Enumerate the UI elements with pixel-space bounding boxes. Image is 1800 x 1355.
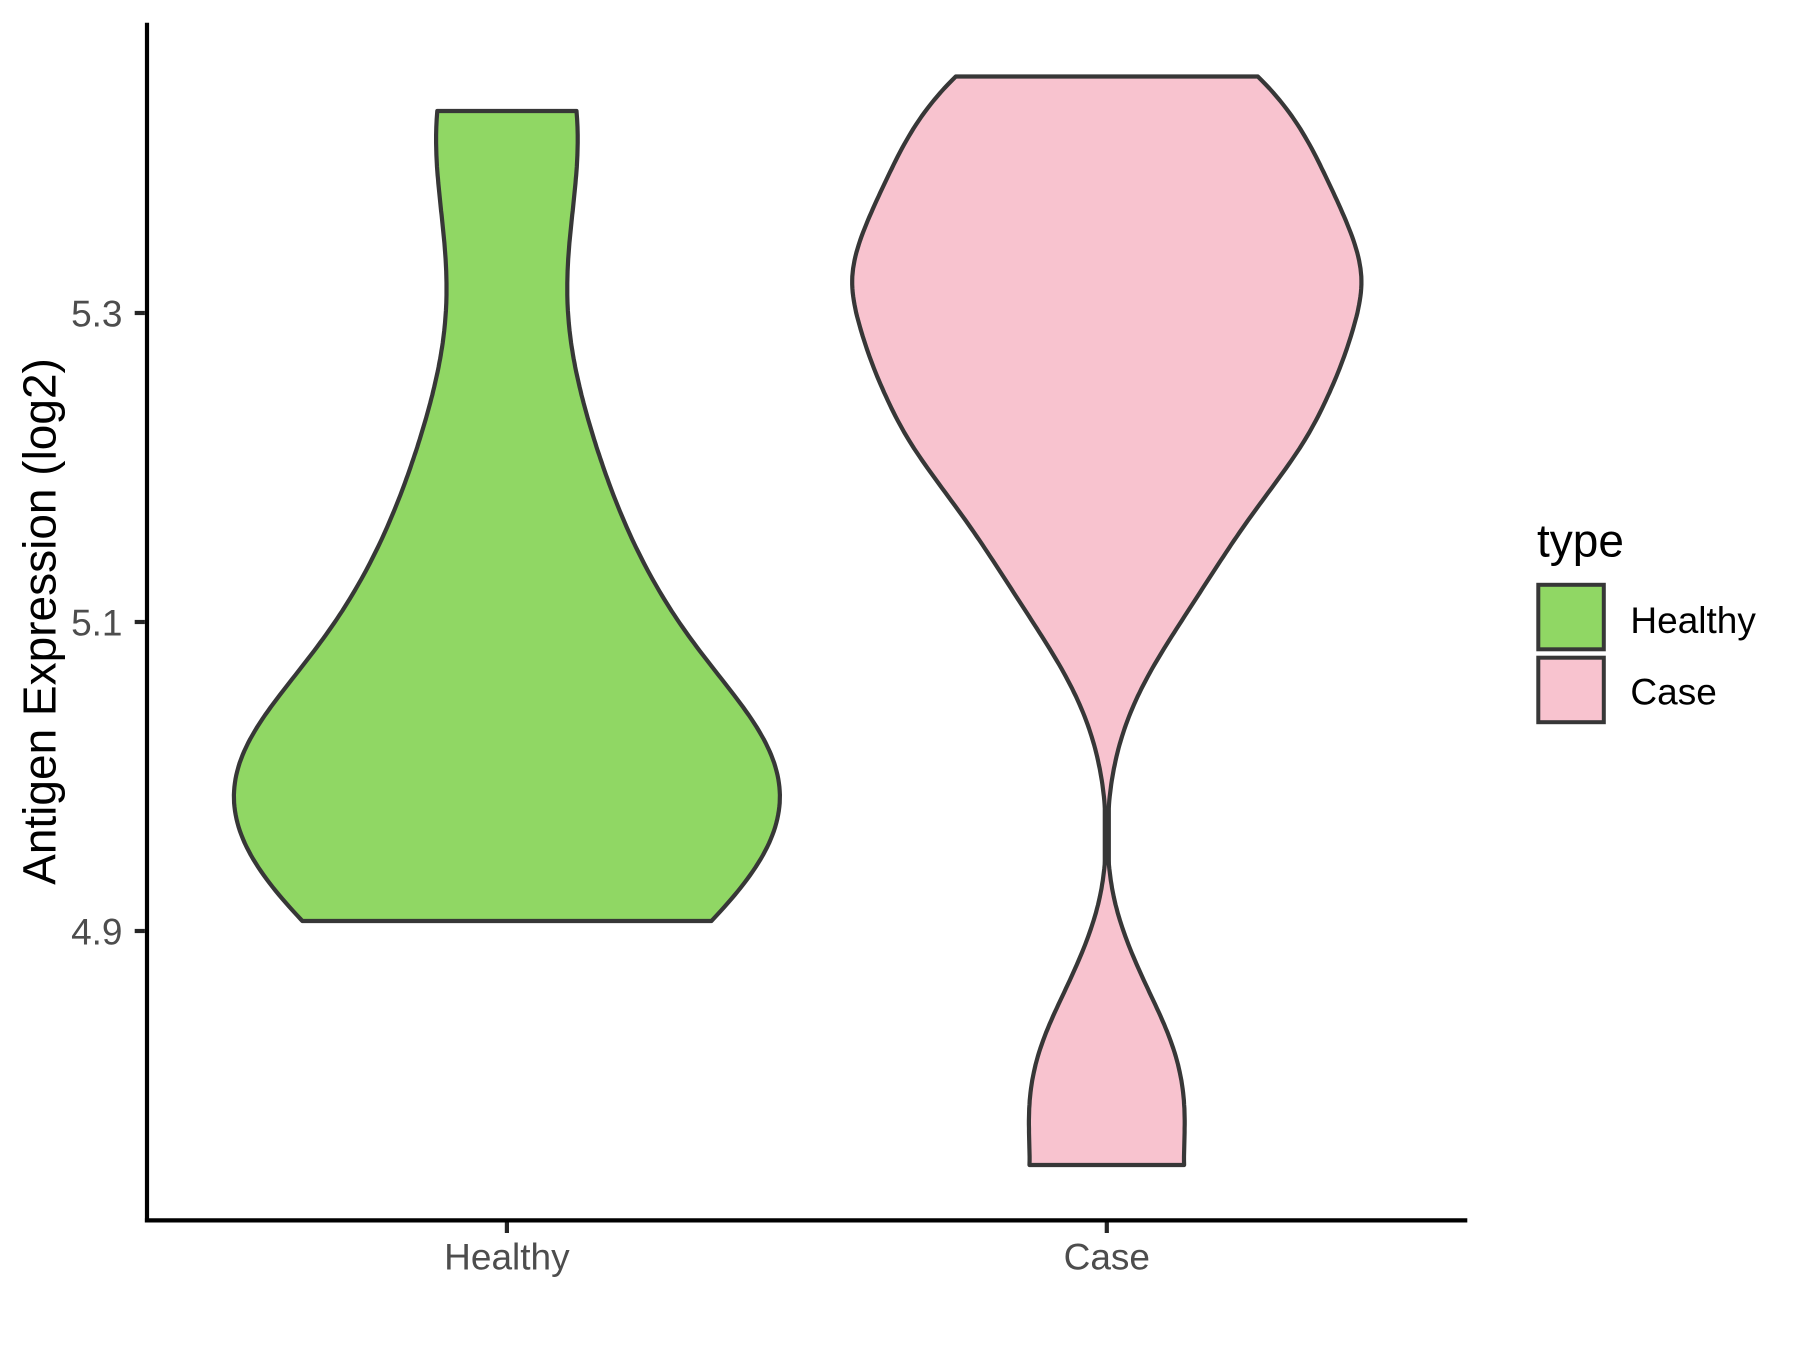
svg-text:Healthy: Healthy [1630, 600, 1756, 641]
svg-text:Case: Case [1064, 1237, 1150, 1278]
svg-text:type: type [1537, 515, 1624, 567]
svg-text:Antigen Expression (log2): Antigen Expression (log2) [14, 358, 66, 885]
svg-text:4.9: 4.9 [71, 912, 122, 953]
svg-text:Healthy: Healthy [444, 1237, 570, 1278]
svg-text:5.3: 5.3 [71, 294, 122, 335]
svg-text:Case: Case [1630, 672, 1716, 713]
svg-text:5.1: 5.1 [71, 603, 122, 644]
